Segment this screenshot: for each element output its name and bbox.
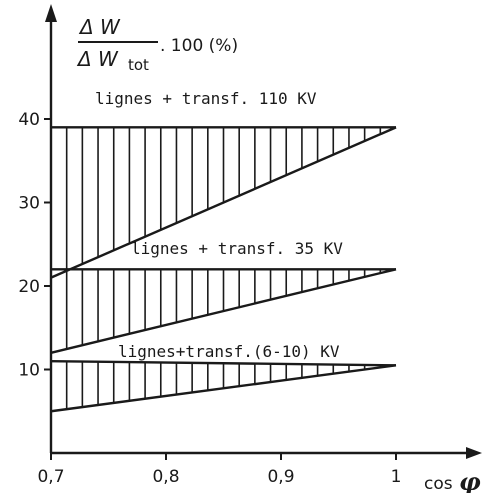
band-lower-line — [50, 364, 397, 413]
band-label: lignes + transf. 35 KV — [131, 239, 343, 258]
ylabel-suffix: . 100 (%) — [160, 36, 238, 56]
x-tick-label: 0,8 — [152, 467, 179, 487]
ylabel-denominator: Δ W — [76, 47, 119, 71]
y-tick-label: 10 — [18, 361, 40, 381]
x-tick-label: 0,7 — [37, 467, 64, 487]
y-tick-label: 30 — [18, 194, 40, 214]
xlabel-cos: cos — [424, 474, 453, 493]
band-label-group: lignes + transf. 110 KV lignes + transf. … — [95, 89, 343, 361]
band-label: lignes + transf. 110 KV — [95, 89, 317, 108]
band-label: lignes+transf.(6-10) KV — [118, 342, 340, 361]
band-upper-line — [50, 359, 397, 367]
x-axis-label: cos φ — [424, 467, 481, 493]
y-tick-label: 40 — [18, 110, 40, 130]
band-lower-line — [50, 126, 397, 279]
ylabel-subscript: tot — [128, 56, 149, 74]
ylabel-numerator: Δ W — [78, 15, 121, 39]
y-tick-label: 20 — [18, 277, 40, 297]
xlabel-phi-symbol: φ — [459, 467, 481, 493]
tick-group: 10 20 30 40 0,7 0,8 0,9 1 — [18, 110, 401, 487]
x-axis-arrow-icon — [466, 447, 482, 459]
band-lower-line — [50, 268, 397, 354]
x-tick-label: 1 — [391, 467, 402, 487]
y-axis-label: Δ W Δ W tot . 100 (%) — [76, 15, 238, 74]
y-axis-arrow-icon — [45, 4, 57, 22]
x-tick-label: 0,9 — [267, 467, 294, 487]
band-line-group — [50, 126, 397, 413]
